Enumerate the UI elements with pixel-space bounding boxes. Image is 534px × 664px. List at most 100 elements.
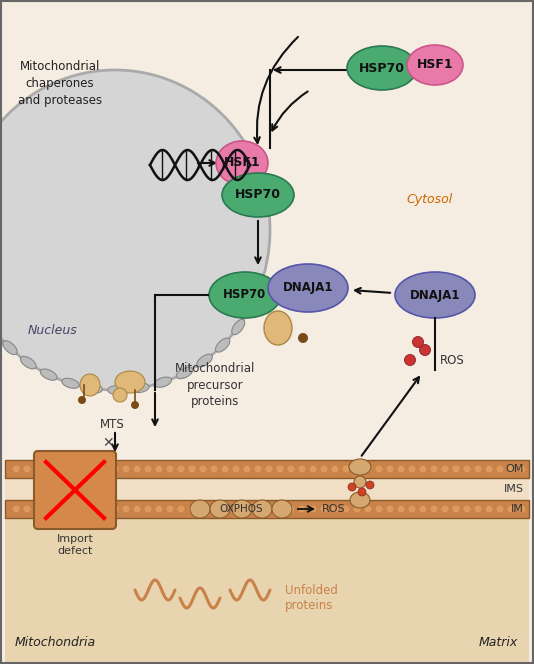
- Circle shape: [167, 505, 174, 513]
- Ellipse shape: [354, 476, 366, 488]
- Circle shape: [310, 505, 317, 513]
- Circle shape: [167, 465, 174, 473]
- Ellipse shape: [245, 299, 257, 315]
- Bar: [5, 460, 529, 478]
- Text: ROS: ROS: [322, 504, 345, 514]
- Ellipse shape: [3, 341, 17, 355]
- Ellipse shape: [407, 45, 463, 85]
- Circle shape: [232, 505, 240, 513]
- Circle shape: [442, 465, 449, 473]
- Ellipse shape: [264, 311, 292, 345]
- Circle shape: [412, 337, 423, 347]
- Ellipse shape: [115, 371, 145, 393]
- Circle shape: [12, 465, 20, 473]
- Circle shape: [420, 505, 427, 513]
- Circle shape: [35, 505, 42, 513]
- Ellipse shape: [395, 272, 475, 318]
- Ellipse shape: [113, 388, 127, 402]
- Circle shape: [375, 505, 382, 513]
- Circle shape: [145, 505, 152, 513]
- Text: Matrix: Matrix: [479, 635, 518, 649]
- Circle shape: [365, 465, 372, 473]
- Circle shape: [409, 505, 415, 513]
- Text: DNAJA1: DNAJA1: [282, 282, 333, 295]
- Circle shape: [244, 505, 250, 513]
- Circle shape: [409, 465, 415, 473]
- Ellipse shape: [210, 500, 230, 518]
- Circle shape: [189, 505, 195, 513]
- Circle shape: [265, 465, 272, 473]
- Circle shape: [320, 465, 327, 473]
- Circle shape: [464, 465, 470, 473]
- Circle shape: [277, 505, 284, 513]
- Ellipse shape: [216, 141, 268, 185]
- Text: IM: IM: [511, 504, 524, 514]
- Circle shape: [67, 465, 75, 473]
- Ellipse shape: [232, 319, 245, 335]
- Circle shape: [497, 465, 504, 473]
- Circle shape: [100, 505, 107, 513]
- Circle shape: [348, 483, 356, 491]
- Circle shape: [342, 505, 349, 513]
- Ellipse shape: [232, 500, 252, 518]
- Circle shape: [255, 465, 262, 473]
- Circle shape: [354, 465, 360, 473]
- Circle shape: [35, 465, 42, 473]
- Text: Cytosol: Cytosol: [407, 193, 453, 207]
- Text: Mitochondrial
chaperones
and proteases: Mitochondrial chaperones and proteases: [18, 60, 102, 107]
- Circle shape: [365, 505, 372, 513]
- Circle shape: [475, 465, 482, 473]
- Circle shape: [45, 505, 52, 513]
- Circle shape: [277, 465, 284, 473]
- Circle shape: [12, 505, 20, 513]
- Circle shape: [452, 505, 459, 513]
- Circle shape: [23, 505, 30, 513]
- Circle shape: [442, 505, 449, 513]
- Circle shape: [485, 505, 492, 513]
- Circle shape: [78, 465, 85, 473]
- Ellipse shape: [20, 357, 36, 369]
- Ellipse shape: [108, 386, 126, 394]
- Text: IMS: IMS: [504, 484, 524, 494]
- Circle shape: [90, 465, 97, 473]
- Ellipse shape: [0, 70, 270, 390]
- Circle shape: [320, 505, 327, 513]
- Circle shape: [397, 465, 404, 473]
- Ellipse shape: [41, 369, 57, 380]
- Text: OXPHOS: OXPHOS: [219, 504, 263, 514]
- Text: DNAJA1: DNAJA1: [410, 288, 460, 301]
- Circle shape: [265, 505, 272, 513]
- Ellipse shape: [80, 374, 100, 396]
- Circle shape: [155, 465, 162, 473]
- Text: Import
defect: Import defect: [57, 534, 93, 556]
- Circle shape: [497, 505, 504, 513]
- Circle shape: [519, 505, 525, 513]
- Circle shape: [366, 481, 374, 489]
- Circle shape: [57, 465, 64, 473]
- Circle shape: [57, 505, 64, 513]
- Ellipse shape: [268, 264, 348, 312]
- Circle shape: [145, 465, 152, 473]
- Circle shape: [287, 505, 294, 513]
- Ellipse shape: [272, 500, 292, 518]
- Circle shape: [342, 465, 349, 473]
- Ellipse shape: [347, 46, 417, 90]
- Circle shape: [404, 355, 415, 365]
- Circle shape: [131, 401, 139, 409]
- Text: HSP70: HSP70: [223, 288, 266, 301]
- Ellipse shape: [176, 367, 193, 378]
- Circle shape: [358, 488, 366, 496]
- Ellipse shape: [255, 276, 266, 293]
- Circle shape: [430, 505, 437, 513]
- Circle shape: [177, 465, 185, 473]
- Text: Unfolded
proteins: Unfolded proteins: [285, 584, 338, 612]
- Circle shape: [430, 465, 437, 473]
- Ellipse shape: [349, 459, 371, 475]
- Circle shape: [420, 465, 427, 473]
- Circle shape: [397, 505, 404, 513]
- Circle shape: [387, 505, 394, 513]
- Ellipse shape: [190, 500, 210, 518]
- Text: ✕: ✕: [102, 436, 114, 450]
- Circle shape: [78, 396, 86, 404]
- Circle shape: [177, 505, 185, 513]
